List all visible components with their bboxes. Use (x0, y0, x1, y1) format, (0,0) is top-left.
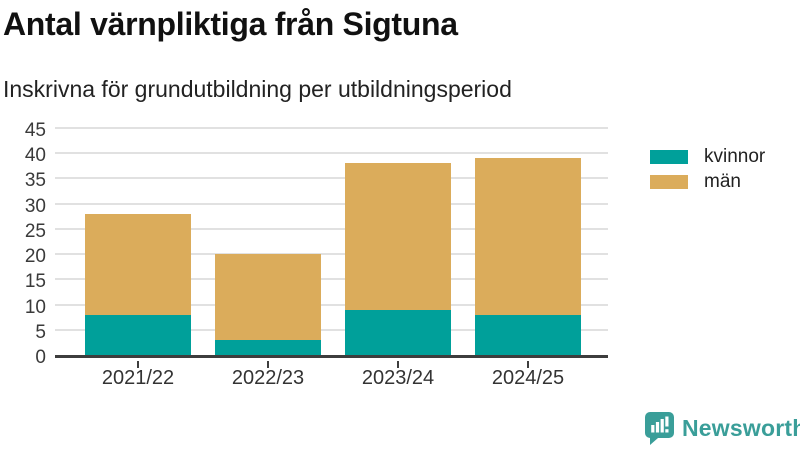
y-axis-label-40: 40 (24, 145, 46, 167)
legend-item-män: män (650, 171, 765, 192)
bar-2023-24 (345, 163, 451, 355)
legend-label-kvinnor: kvinnor (704, 145, 766, 167)
gridline-y35 (55, 177, 608, 180)
y-axis-label-45: 45 (24, 120, 46, 141)
gridline-y20 (55, 253, 608, 256)
x-axis-label-2024-25: 2024/25 (491, 367, 565, 389)
gridline-y45 (55, 127, 608, 129)
chart-title: Antal värnpliktiga från Sigtuna (3, 6, 458, 42)
x-axis-label-2022-23: 2022/23 (231, 367, 305, 389)
newsworthy-logo-text: Newsworthy (682, 415, 800, 441)
x-axis-label-2021-22: 2021/22 (101, 367, 175, 389)
gridline-y30 (55, 202, 608, 205)
legend-item-kvinnor: kvinnor (650, 146, 765, 167)
bar-segment-män (85, 213, 191, 315)
bar-segment-män (475, 158, 581, 315)
newsworthy-logo[interactable]: Newsworthy (645, 412, 800, 445)
plot-area (55, 127, 608, 358)
y-axis-label-10: 10 (24, 296, 46, 318)
chart-subtitle: Inskrivna för grundutbildning per utbild… (3, 76, 512, 102)
y-axis-label-15: 15 (24, 271, 46, 293)
bar-segment-kvinnor (475, 314, 581, 355)
bar-2024-25 (475, 158, 581, 355)
legend-swatch-män (650, 174, 688, 189)
bar-segment-kvinnor (345, 309, 451, 355)
y-axis-label-20: 20 (24, 246, 46, 268)
x-axis-tick-2022-23 (267, 361, 269, 368)
bar-segment-män (215, 254, 321, 340)
bar-segment-kvinnor (215, 339, 321, 355)
bar-segment-män (345, 163, 451, 310)
y-axis-label-30: 30 (24, 195, 46, 217)
gridline-y25 (55, 227, 608, 230)
gridline-y15 (55, 278, 608, 281)
x-axis-tick-2024-25 (527, 361, 529, 368)
bar-2022-23 (215, 254, 321, 355)
y-axis-label-25: 25 (24, 220, 46, 242)
gridline-y5 (55, 328, 608, 331)
x-axis-tick-2021-22 (137, 361, 139, 368)
gridline-y40 (55, 152, 608, 155)
bar-2021-22 (85, 213, 191, 355)
bar-segment-kvinnor (85, 314, 191, 355)
y-axis-label-35: 35 (24, 170, 46, 192)
newsworthy-logo-icon (645, 412, 674, 445)
y-axis-label-0: 0 (35, 347, 46, 368)
x-axis-tick-2023-24 (397, 361, 399, 368)
x-axis-label-2023-24: 2023/24 (361, 367, 435, 389)
legend-swatch-kvinnor (650, 149, 688, 164)
chart-legend: kvinnor män (650, 146, 765, 196)
legend-label-män: män (704, 170, 741, 192)
y-axis-label-5: 5 (35, 321, 46, 343)
gridline-y10 (55, 303, 608, 306)
